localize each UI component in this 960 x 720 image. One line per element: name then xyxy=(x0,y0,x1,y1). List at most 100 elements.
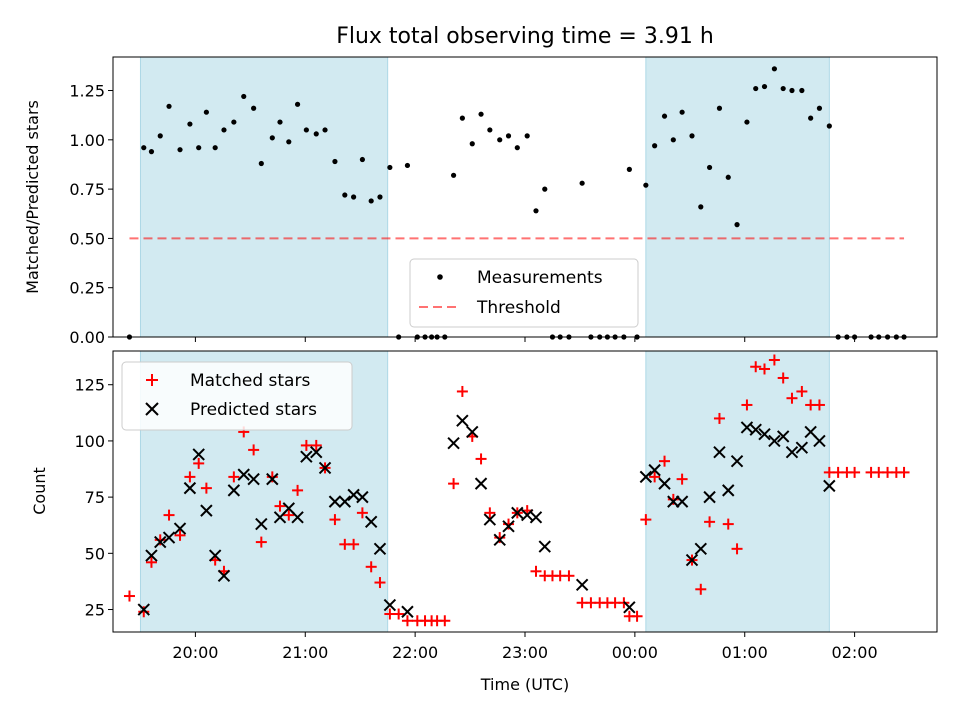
predicted-point-18 xyxy=(300,450,313,463)
measurement-point-78 xyxy=(826,123,832,129)
predicted-point-7 xyxy=(200,504,213,517)
x-tick-label-1: 21:00 xyxy=(282,643,328,662)
x-tick-label-5: 01:00 xyxy=(722,643,768,662)
measurement-point-18 xyxy=(294,101,301,107)
measurement-point-46 xyxy=(542,186,548,192)
legend-matched-label: Matched stars xyxy=(190,371,310,391)
matched-point-25 xyxy=(356,507,368,519)
matched-point-66 xyxy=(713,412,725,424)
predicted-point-40 xyxy=(575,578,589,591)
chart-title: Flux total observing time = 3.91 h xyxy=(336,24,714,49)
predicted-point-32 xyxy=(474,477,488,490)
matched-point-71 xyxy=(759,363,771,375)
bottom-y-tick-label-2: 75 xyxy=(85,488,105,507)
legend-predicted-label: Predicted stars xyxy=(190,400,317,420)
measurement-point-22 xyxy=(332,158,338,165)
predicted-point-2 xyxy=(154,535,167,549)
measurement-point-71 xyxy=(761,83,768,90)
predicted-point-39 xyxy=(538,540,551,553)
measurement-point-26 xyxy=(368,198,374,204)
top-y-tick-label-5: 1.25 xyxy=(69,82,105,101)
matched-point-0 xyxy=(123,590,135,602)
matched-point-37 xyxy=(456,385,468,397)
top-legend-box xyxy=(409,258,639,328)
predicted-point-27 xyxy=(383,598,397,612)
predicted-point-54 xyxy=(749,423,762,436)
matched-point-26 xyxy=(365,561,377,573)
measurement-point-44 xyxy=(524,133,530,139)
predicted-point-26 xyxy=(373,542,387,556)
matched-point-61 xyxy=(667,493,679,505)
measurement-point-74 xyxy=(789,87,795,94)
measurement-point-60 xyxy=(661,113,668,119)
predicted-point-35 xyxy=(502,520,515,533)
predicted-point-34 xyxy=(493,533,506,547)
bottom-y-tick-label-0: 25 xyxy=(85,601,105,620)
matched-point-16 xyxy=(274,500,286,512)
matched-point-11 xyxy=(228,471,240,483)
measurement-point-64 xyxy=(698,204,704,210)
x-axis-label: Time (UTC) xyxy=(480,675,569,694)
predicted-point-55 xyxy=(758,427,771,441)
measurement-point-59 xyxy=(652,143,658,149)
matched-point-62 xyxy=(676,473,688,485)
matched-point-39 xyxy=(475,453,487,465)
predicted-point-12 xyxy=(247,472,260,486)
bottom-legend-box xyxy=(121,361,353,431)
predicted-point-5 xyxy=(183,481,197,495)
predicted-point-48 xyxy=(694,542,707,556)
measurement-point-41 xyxy=(497,137,503,143)
matched-point-40 xyxy=(484,507,496,519)
predicted-point-0 xyxy=(137,603,150,616)
matched-point-42 xyxy=(503,518,515,530)
matched-point-19 xyxy=(300,439,312,451)
matched-point-29 xyxy=(393,608,405,620)
top-legend: Measurements Threshold xyxy=(409,258,639,328)
measurement-point-27 xyxy=(377,194,383,200)
measurement-point-38 xyxy=(469,141,475,147)
matched-point-77 xyxy=(813,399,825,411)
top-y-axis: 0.00 0.25 0.50 0.75 1.00 1.25 xyxy=(69,82,113,347)
measurement-point-58 xyxy=(643,182,649,188)
measurement-point-15 xyxy=(269,135,275,141)
predicted-point-10 xyxy=(227,484,241,497)
matched-point-69 xyxy=(741,399,753,411)
top-y-axis-label: Matched/Predicted stars xyxy=(23,100,42,294)
count-points xyxy=(123,354,910,627)
matched-point-20 xyxy=(310,439,322,451)
predicted-point-52 xyxy=(730,454,744,468)
matched-point-22 xyxy=(329,514,341,526)
matched-point-67 xyxy=(722,518,734,530)
x-tick-label-3: 23:00 xyxy=(502,643,548,662)
measurement-point-7 xyxy=(196,145,202,151)
measurement-point-72 xyxy=(771,66,777,72)
top-y-tick-label-4: 1.00 xyxy=(69,131,105,150)
predicted-point-1 xyxy=(145,549,158,562)
bottom-y-axis-label: Count xyxy=(30,467,49,515)
measurement-point-17 xyxy=(286,139,292,145)
predicted-point-51 xyxy=(722,484,735,497)
predicted-point-49 xyxy=(703,490,716,504)
predicted-point-47 xyxy=(685,553,699,567)
matched-point-86 xyxy=(898,466,910,478)
predicted-point-17 xyxy=(291,511,304,524)
matched-point-73 xyxy=(777,372,789,384)
matched-point-49 xyxy=(563,570,575,582)
predicted-point-57 xyxy=(776,430,790,443)
measurement-point-56 xyxy=(626,166,632,172)
matched-point-64 xyxy=(695,583,707,595)
predicted-point-8 xyxy=(208,549,222,562)
bottom-y-axis: 25 50 75 100 125 xyxy=(74,376,113,620)
matched-point-30 xyxy=(401,615,413,627)
predicted-point-14 xyxy=(266,472,279,486)
top-y-tick-label-0: 0.00 xyxy=(69,328,105,347)
matched-point-6 xyxy=(184,471,196,483)
matched-point-58 xyxy=(640,514,652,526)
matched-point-60 xyxy=(659,455,671,467)
top-y-tick-label-2: 0.50 xyxy=(69,229,105,248)
matched-point-4 xyxy=(163,509,175,521)
measurement-point-73 xyxy=(780,85,786,92)
measurement-point-25 xyxy=(359,156,365,163)
predicted-point-21 xyxy=(328,495,342,508)
predicted-point-29 xyxy=(447,436,460,450)
